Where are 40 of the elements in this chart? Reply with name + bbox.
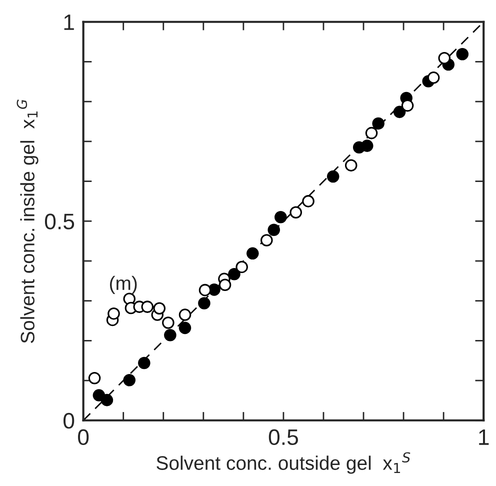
- point: [228, 268, 240, 280]
- point: [302, 195, 314, 208]
- point: [360, 140, 374, 152]
- point: [138, 356, 150, 370]
- point: [365, 126, 378, 140]
- point: [260, 234, 273, 246]
- point: [218, 278, 232, 292]
- point: [108, 307, 120, 320]
- point: [246, 247, 259, 260]
- point: [236, 260, 248, 274]
- y-axis-title: Solvent conc. inside gel x$_{1}$$^{G}$: [16, 100, 38, 344]
- point: [178, 322, 192, 334]
- x-axis-title: Solvent conc. outside gel x$_{1}$$^{S}$: [156, 452, 410, 474]
- x-tick-label: 0: [78, 429, 89, 446]
- y-tick-label: 1: [64, 14, 74, 30]
- point: [153, 302, 166, 315]
- point: [164, 328, 176, 342]
- point: [88, 372, 101, 384]
- point: [268, 224, 280, 236]
- point: [290, 206, 302, 219]
- annotation: (m): [110, 276, 137, 294]
- point: [326, 170, 340, 183]
- y-tick-label: 0: [64, 412, 74, 429]
- point: [162, 316, 174, 329]
- point: [372, 117, 384, 130]
- point: [178, 308, 192, 321]
- point: [344, 159, 358, 172]
- point: [100, 394, 114, 406]
- x-tick-label: 1: [479, 430, 489, 445]
- point: [274, 211, 287, 224]
- point: [141, 300, 154, 313]
- point: [198, 297, 210, 310]
- point: [456, 48, 469, 60]
- x-tick-label: 0.5: [268, 429, 298, 446]
- point: [198, 284, 212, 296]
- point: [393, 106, 406, 118]
- point: [123, 374, 136, 386]
- y-tick-label: 0.5: [44, 214, 74, 230]
- point: [438, 52, 451, 64]
- point: [427, 72, 440, 84]
